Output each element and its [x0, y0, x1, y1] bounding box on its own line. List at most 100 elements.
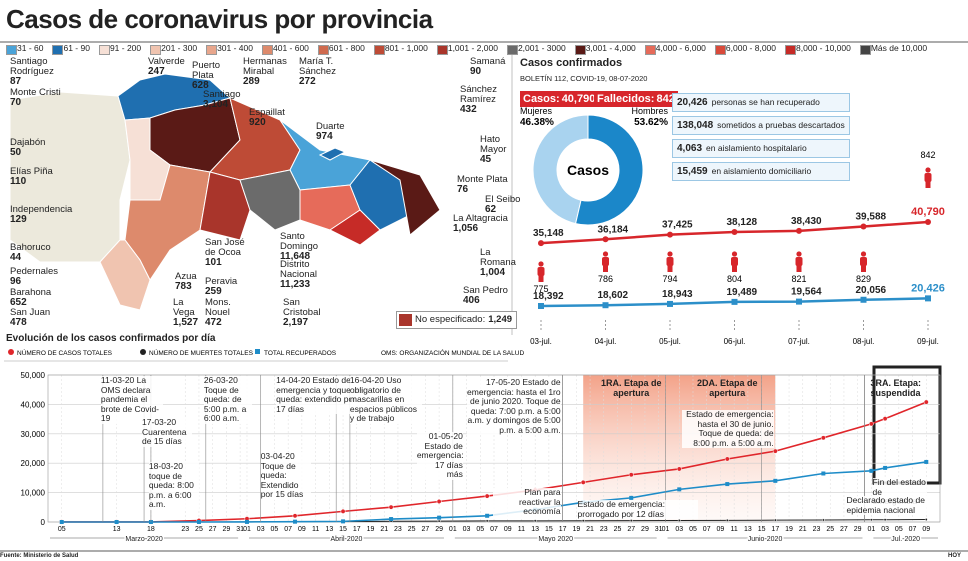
x-tick-label: 15	[758, 526, 766, 533]
page-title: Casos de coronavirus por provincia	[6, 4, 433, 34]
legend-swatch	[261, 45, 273, 55]
death-icon	[537, 261, 545, 282]
province-name: Hermanas Mirabal	[243, 56, 287, 77]
x-tick-label: 07	[703, 526, 711, 533]
pie-category: Hombres	[631, 106, 668, 116]
x-tick-label: 27	[627, 526, 635, 533]
point	[389, 517, 394, 522]
x-tick-label: 25	[195, 526, 203, 533]
x-tick-label: 09	[504, 526, 512, 533]
x-tick-label: 21	[380, 526, 388, 533]
x-tick-label: 31	[655, 526, 663, 533]
point	[868, 421, 874, 427]
point	[821, 518, 825, 522]
x-tick-label: 05	[271, 526, 279, 533]
x-tick-label: 21	[799, 526, 807, 533]
map	[9, 73, 441, 311]
point	[388, 504, 394, 510]
province-value: 101	[205, 257, 222, 268]
cases-label: Casos:	[523, 93, 560, 105]
point	[485, 513, 490, 518]
province-name: Samaná	[470, 56, 506, 67]
value-label: 18,602	[598, 290, 629, 301]
value-label: 40,790	[911, 206, 945, 218]
province-label: Elías Piña 110	[10, 167, 80, 187]
y-tick-label: 0	[41, 518, 46, 527]
province-label: Monte Plata 76	[457, 175, 512, 195]
legend-swatch	[714, 45, 726, 55]
x-tick-label: 23	[394, 526, 402, 533]
x-tick-label: 09-jul.	[917, 337, 939, 346]
month-label: Marzo-2020	[125, 536, 162, 543]
icon-head	[731, 251, 738, 257]
value-label: 20,056	[856, 285, 887, 296]
value-label: 38,128	[727, 217, 758, 228]
death-label: 804	[727, 274, 742, 284]
province-name: La Altagracia	[453, 213, 508, 224]
point	[724, 456, 730, 462]
province-value: 974	[316, 131, 333, 142]
x-tick-label: 05	[689, 526, 697, 533]
legend-swatch	[6, 45, 17, 55]
province-label: La Romana 1,004	[480, 248, 520, 278]
province-name: Hato Mayor	[480, 134, 507, 155]
province-label: Dajabón 50	[10, 138, 80, 158]
x-tick-label: 05-jul.	[659, 337, 681, 346]
pie-value-label: 46.38%	[520, 117, 554, 128]
province-value: 2,197	[283, 317, 309, 328]
deaths-box: Fallecidos: 842	[594, 91, 678, 107]
value-label: 39,588	[856, 212, 887, 223]
point	[860, 223, 867, 230]
province-value: 289	[243, 76, 260, 87]
province-name: Azua	[175, 271, 197, 282]
value-label: 38,430	[791, 216, 822, 227]
province-value: 3,104	[203, 99, 229, 110]
death-label: 842	[920, 150, 935, 160]
province-value: 247	[148, 66, 165, 77]
province-name: Pedernales	[10, 266, 59, 277]
province-name: San Juan	[10, 307, 51, 318]
legend-label: 8,000 - 10,000	[796, 43, 851, 53]
x-tick-label: 07	[490, 526, 498, 533]
legend-swatch	[52, 45, 64, 55]
x-tick-label: 17	[559, 526, 567, 533]
region	[199, 171, 251, 241]
stat-text: en aislamiento hospitalario	[706, 143, 807, 153]
legend-swatch	[98, 45, 110, 55]
province-label: Santiago Rodríguez 87	[10, 57, 80, 87]
legend-swatch	[317, 45, 329, 55]
annotation: 26-03-20 Toque de queda: de 5:00 p.m. a …	[203, 375, 252, 424]
province-name: El Seibo	[485, 194, 521, 205]
region	[329, 209, 381, 246]
point	[772, 448, 778, 454]
point	[869, 468, 874, 473]
province-value: 96	[10, 276, 22, 287]
deaths-label: Fallecidos:	[597, 93, 655, 105]
province-value: 44	[10, 252, 22, 263]
x-tick-label: 15	[545, 526, 553, 533]
province-label: Bahoruco 44	[10, 243, 80, 263]
point	[533, 519, 537, 523]
region	[369, 159, 441, 236]
stat-row: 4,063 en aislamiento hospitalario	[672, 139, 850, 158]
province-value: 11,233	[280, 279, 311, 290]
legend-label: 4,000 - 6,000	[655, 43, 706, 53]
province-name: San Cristobal	[283, 297, 321, 318]
y-tick-label: 10,000	[21, 489, 46, 498]
point	[59, 520, 64, 524]
icon-legs	[861, 265, 866, 272]
point	[731, 228, 738, 235]
legend-marker	[255, 349, 260, 354]
stat-value: 4,063	[677, 143, 703, 154]
point	[628, 472, 634, 478]
x-tick-label: 19	[785, 526, 793, 533]
legend-label: 401 - 600	[272, 43, 309, 53]
phase-label: 3RA. Etapa: suspendida	[870, 378, 922, 398]
province-label: San José de Ocoa 101	[205, 238, 245, 268]
death-icon	[602, 251, 609, 272]
point	[883, 465, 888, 470]
x-tick-label: 23	[600, 526, 608, 533]
x-tick-label: 29	[641, 526, 649, 533]
x-tick-label: 23	[181, 526, 189, 533]
province-value: 62	[485, 204, 497, 215]
